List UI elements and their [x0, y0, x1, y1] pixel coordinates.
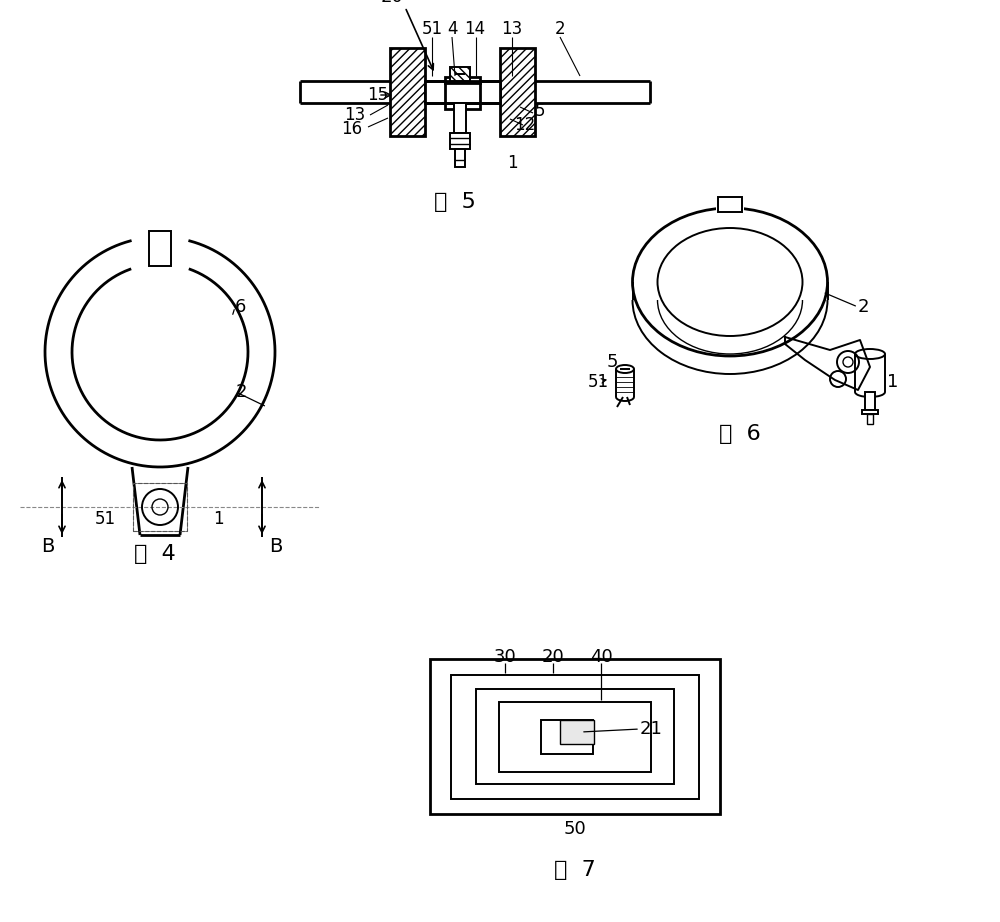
- Text: 51: 51: [94, 510, 116, 528]
- Bar: [476, 690, 674, 785]
- Bar: [718, 197, 742, 212]
- Text: 1: 1: [887, 373, 899, 391]
- Text: 图  4: 图 4: [134, 544, 176, 564]
- Text: 16: 16: [341, 120, 363, 138]
- Text: 图  5: 图 5: [434, 192, 476, 212]
- Bar: [445, 77, 480, 83]
- Text: 13: 13: [344, 106, 366, 124]
- Bar: [499, 702, 651, 772]
- Text: 21: 21: [640, 720, 663, 738]
- Bar: [147, 227, 173, 270]
- Text: 1: 1: [507, 154, 517, 172]
- Bar: [451, 675, 699, 799]
- Text: B: B: [269, 538, 283, 557]
- Bar: [425, 81, 445, 103]
- Text: 14: 14: [464, 20, 486, 38]
- Bar: [450, 67, 470, 81]
- Bar: [445, 103, 480, 109]
- Bar: [450, 133, 470, 149]
- Bar: [455, 149, 465, 167]
- Bar: [560, 720, 594, 744]
- Bar: [867, 414, 873, 424]
- Bar: [541, 720, 593, 754]
- Text: 15: 15: [367, 86, 389, 104]
- Text: 图  6: 图 6: [719, 424, 761, 444]
- Text: 20: 20: [381, 0, 403, 6]
- Text: 6: 6: [235, 298, 246, 316]
- Text: 图  7: 图 7: [554, 860, 596, 880]
- Bar: [454, 103, 466, 133]
- Text: 13: 13: [501, 20, 523, 38]
- Text: 2: 2: [555, 20, 565, 38]
- Bar: [390, 48, 425, 136]
- Bar: [430, 659, 720, 814]
- Bar: [149, 231, 171, 266]
- Text: 12: 12: [514, 116, 536, 134]
- Text: 50: 50: [564, 820, 586, 837]
- Bar: [480, 81, 500, 103]
- Bar: [862, 410, 878, 414]
- Text: 51: 51: [587, 373, 609, 391]
- Text: 5: 5: [535, 102, 545, 120]
- Bar: [500, 48, 535, 136]
- Text: 2: 2: [236, 383, 248, 401]
- Bar: [133, 483, 187, 531]
- Text: B: B: [41, 538, 55, 557]
- Text: 4: 4: [447, 20, 457, 38]
- Text: 20: 20: [542, 648, 564, 666]
- Text: 2: 2: [858, 298, 870, 316]
- Text: 30: 30: [494, 648, 516, 666]
- Bar: [716, 189, 744, 214]
- Text: 51: 51: [421, 20, 443, 38]
- Text: 40: 40: [590, 648, 612, 666]
- Text: 1: 1: [213, 510, 223, 528]
- Text: 5: 5: [606, 353, 618, 371]
- Bar: [133, 483, 187, 531]
- Bar: [865, 392, 875, 410]
